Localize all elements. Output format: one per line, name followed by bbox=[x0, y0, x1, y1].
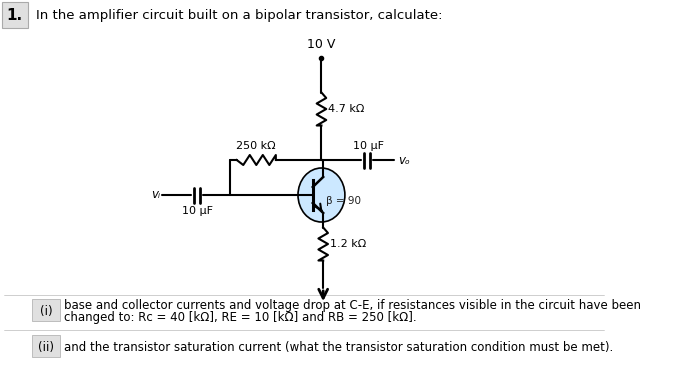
Text: vₒ: vₒ bbox=[398, 153, 410, 167]
Text: base and collector currents and voltage drop at C-E, if resistances visible in t: base and collector currents and voltage … bbox=[64, 299, 641, 311]
Text: 250 kΩ: 250 kΩ bbox=[237, 141, 276, 151]
Text: 10 V: 10 V bbox=[307, 38, 335, 52]
Text: (i): (i) bbox=[40, 305, 52, 317]
Text: 4.7 kΩ: 4.7 kΩ bbox=[328, 104, 364, 114]
Text: vᵢ: vᵢ bbox=[150, 188, 160, 202]
Text: 1.2 kΩ: 1.2 kΩ bbox=[330, 239, 366, 249]
Text: and the transistor saturation current (what the transistor saturation condition : and the transistor saturation current (w… bbox=[64, 340, 613, 354]
FancyBboxPatch shape bbox=[1, 2, 28, 28]
Text: (ii): (ii) bbox=[38, 340, 54, 354]
Text: 1.: 1. bbox=[7, 8, 23, 23]
Text: 10 μF: 10 μF bbox=[353, 141, 384, 151]
Text: In the amplifier circuit built on a bipolar transistor, calculate:: In the amplifier circuit built on a bipo… bbox=[36, 10, 443, 22]
FancyBboxPatch shape bbox=[32, 335, 60, 357]
Text: 10 μF: 10 μF bbox=[182, 206, 213, 216]
FancyBboxPatch shape bbox=[32, 299, 60, 321]
Text: changed to: Rc = 40 [kΩ], RE = 10 [kΩ] and RB = 250 [kΩ].: changed to: Rc = 40 [kΩ], RE = 10 [kΩ] a… bbox=[64, 311, 417, 325]
Circle shape bbox=[298, 168, 345, 222]
Text: β = 90: β = 90 bbox=[326, 196, 360, 206]
